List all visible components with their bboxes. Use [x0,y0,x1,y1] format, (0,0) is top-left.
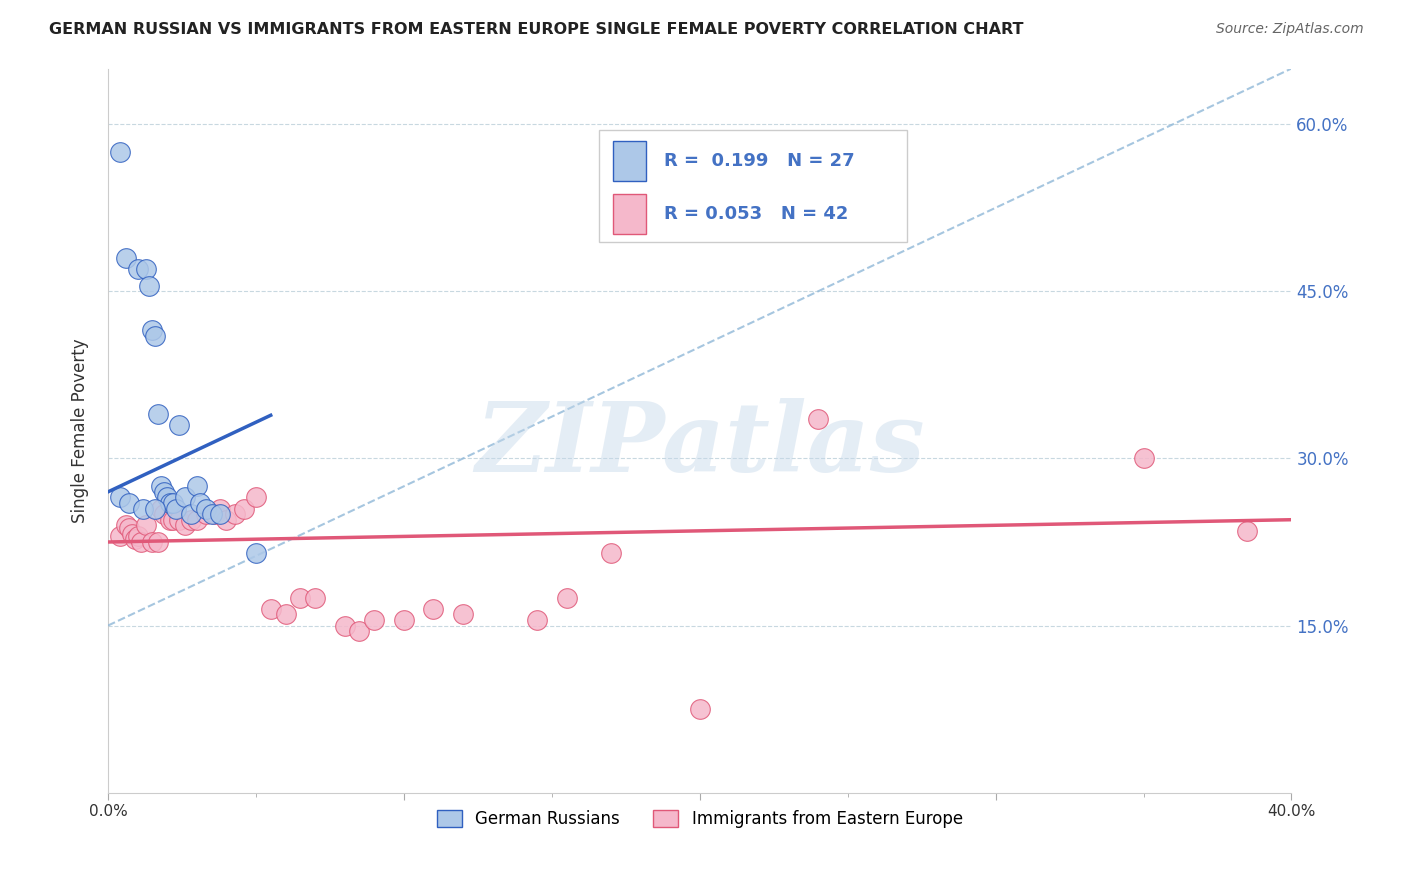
FancyBboxPatch shape [613,141,647,181]
Point [274,607,297,622]
Point [138,278,160,293]
Point [162,496,184,510]
Point [121,527,143,541]
Point [689,702,711,716]
Point [150,479,173,493]
Y-axis label: Single Female Poverty: Single Female Poverty [72,338,89,523]
Point [167,513,190,527]
Point [186,479,208,493]
Point [304,591,326,605]
Point [108,145,131,159]
Point [215,513,238,527]
FancyBboxPatch shape [599,130,907,243]
Point [141,535,163,549]
Point [363,613,385,627]
Point [148,407,170,421]
Point [156,491,179,505]
Point [148,535,170,549]
Point [132,501,155,516]
Point [209,501,232,516]
FancyBboxPatch shape [613,194,647,234]
Point [167,417,190,432]
Point [200,507,222,521]
Point [108,529,131,543]
Point [209,507,232,521]
Point [159,513,181,527]
Point [135,518,157,533]
Point [245,546,267,560]
Point [224,507,246,521]
Point [143,501,166,516]
Point [162,513,184,527]
Point [188,496,211,510]
Point [129,535,152,549]
Point [194,507,217,521]
Point [141,323,163,337]
Point [422,602,444,616]
Point [1236,524,1258,538]
Point [180,513,202,527]
Point [290,591,312,605]
Point [165,501,187,516]
Point [124,532,146,546]
Point [392,613,415,627]
Point [114,251,136,265]
Point [1132,451,1154,466]
Point [118,520,141,534]
Point [245,491,267,505]
Text: R = 0.053   N = 42: R = 0.053 N = 42 [664,204,849,223]
Point [114,518,136,533]
Point [150,501,173,516]
Point [526,613,548,627]
Point [127,262,149,277]
Point [127,529,149,543]
Point [159,496,181,510]
Point [204,507,226,521]
Point [194,501,217,516]
Point [451,607,474,622]
Text: R =  0.199   N = 27: R = 0.199 N = 27 [664,152,855,169]
Point [153,484,176,499]
Point [233,501,256,516]
Point [555,591,578,605]
Point [118,496,141,510]
Point [333,618,356,632]
Point [108,491,131,505]
Legend: German Russians, Immigrants from Eastern Europe: German Russians, Immigrants from Eastern… [430,804,969,835]
Point [807,412,830,426]
Point [174,491,197,505]
Point [186,513,208,527]
Text: ZIPatlas: ZIPatlas [475,398,925,492]
Point [135,262,157,277]
Point [143,329,166,343]
Point [153,507,176,521]
Point [180,507,202,521]
Point [600,546,623,560]
Text: Source: ZipAtlas.com: Source: ZipAtlas.com [1216,22,1364,37]
Point [260,602,283,616]
Point [174,518,197,533]
Point [349,624,371,639]
Text: GERMAN RUSSIAN VS IMMIGRANTS FROM EASTERN EUROPE SINGLE FEMALE POVERTY CORRELATI: GERMAN RUSSIAN VS IMMIGRANTS FROM EASTER… [49,22,1024,37]
